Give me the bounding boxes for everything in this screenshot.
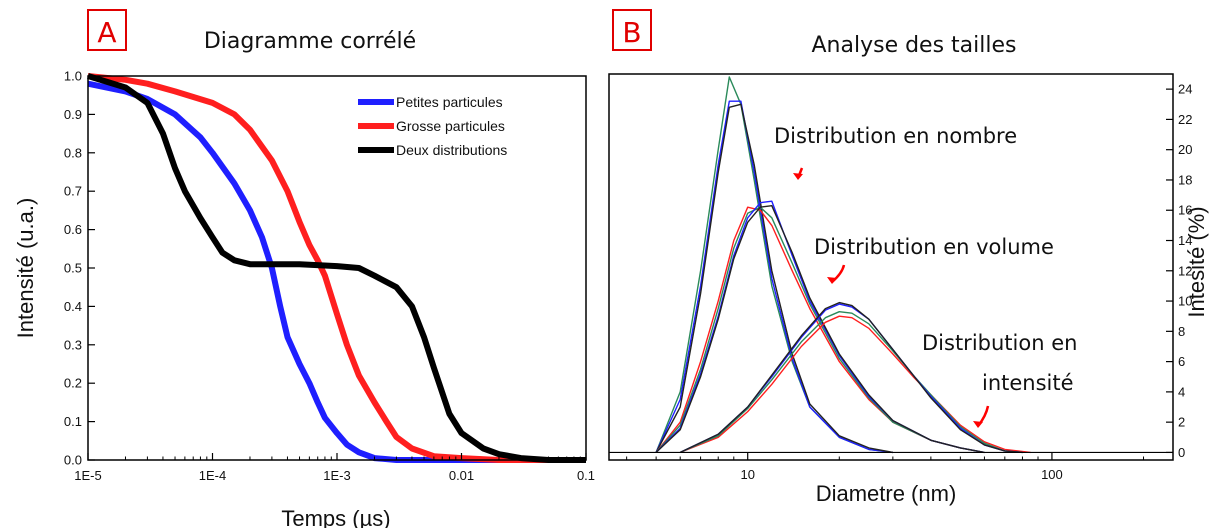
chart-b-svg: B Analyse des tailles Diametre (nm) Inte… <box>608 9 1209 506</box>
x-tick-label: 1E-4 <box>199 468 226 483</box>
x-tick-label: 0.01 <box>449 468 474 483</box>
y-tick-label: 0 <box>1178 445 1185 460</box>
y-tick-label: 4 <box>1178 384 1185 399</box>
panel-b-ylabel: Intesité (%) <box>1184 206 1209 317</box>
y-tick-label: 10 <box>1178 294 1192 309</box>
series-line-volume-4 <box>655 206 985 454</box>
y-tick-label: 0.2 <box>64 376 82 391</box>
panel-b-plot-frame <box>608 73 1174 461</box>
series-line-intensite-7 <box>679 315 1031 454</box>
y-tick-label: 14 <box>1178 233 1192 248</box>
panel-a-xlabel: Temps (µs) <box>281 506 390 528</box>
series-line-intensite-10 <box>679 301 1023 454</box>
annotation-text-2: intensité <box>982 371 1074 395</box>
y-tick-label: 12 <box>1178 263 1192 278</box>
series-line-2 <box>87 73 586 463</box>
annotation-text-2: Distribution en <box>922 331 1077 355</box>
annotation-text-0: Distribution en nombre <box>774 124 1017 148</box>
annotation-text-1: Distribution en volume <box>814 235 1054 259</box>
annotation-arrowhead-1 <box>827 277 837 284</box>
y-tick-label: 2 <box>1178 415 1185 430</box>
y-tick-label: 0.7 <box>64 184 82 199</box>
y-tick-label: 24 <box>1178 82 1192 97</box>
y-tick-label: 20 <box>1178 142 1192 157</box>
y-tick-label: 0.3 <box>64 337 82 352</box>
x-tick-label: 1E-5 <box>74 468 101 483</box>
series-line-intensite-8 <box>679 311 1023 454</box>
y-tick-label: 16 <box>1178 203 1192 218</box>
y-tick-label: 0.1 <box>64 414 82 429</box>
series-line-volume-6 <box>655 205 985 454</box>
chart-a-svg: A Diagramme corrélé Temps (µs) Intensité… <box>13 9 595 528</box>
panel-b-letter-box <box>612 9 652 51</box>
legend-label-0: Petites particules <box>396 94 503 110</box>
panel-a-title: Diagramme corrélé <box>204 29 416 54</box>
series-line-0 <box>87 80 586 463</box>
x-tick-label: 0.1 <box>577 468 595 483</box>
y-tick-label: 0.8 <box>64 145 82 160</box>
x-tick-label: 1E-3 <box>323 468 350 483</box>
y-tick-label: 8 <box>1178 324 1185 339</box>
panel-b-letter: B <box>622 16 641 49</box>
annotation-arrowhead-0 <box>793 173 803 180</box>
panel-a-letter: A <box>97 16 116 49</box>
panel-a: A Diagramme corrélé Temps (µs) Intensité… <box>0 0 600 528</box>
panel-b-xlabel: Diametre (nm) <box>816 481 957 506</box>
y-tick-label: 1.0 <box>64 69 82 84</box>
panel-a-plot-frame <box>87 75 587 461</box>
panel-b-title: Analyse des tailles <box>812 33 1017 58</box>
y-tick-label: 0.6 <box>64 222 82 237</box>
panel-b: B Analyse des tailles Diametre (nm) Inte… <box>604 0 1216 528</box>
annotation-arrowhead-2 <box>973 421 983 428</box>
legend-label-2: Deux distributions <box>396 142 507 158</box>
panel-a-legend: Petites particules Grosse particules Deux … <box>358 94 507 158</box>
y-tick-label: 6 <box>1178 354 1185 369</box>
x-tick-label: 10 <box>740 467 754 482</box>
series-line-intensite-9 <box>679 303 1023 454</box>
series-line-nombre-2 <box>655 103 894 454</box>
series-line-nombre-1 <box>655 100 893 454</box>
y-tick-label: 22 <box>1178 112 1192 127</box>
y-tick-label: 0.9 <box>64 107 82 122</box>
y-tick-label: 0.4 <box>64 299 82 314</box>
y-tick-label: 0.5 <box>64 261 82 276</box>
y-tick-label: 0.0 <box>64 453 82 468</box>
legend-label-1: Grosse particules <box>396 118 505 134</box>
panel-a-ylabel: Intensité (u.a.) <box>13 198 38 339</box>
x-tick-label: 100 <box>1041 467 1063 482</box>
panel-a-letter-box <box>87 9 127 51</box>
y-tick-label: 18 <box>1178 172 1192 187</box>
